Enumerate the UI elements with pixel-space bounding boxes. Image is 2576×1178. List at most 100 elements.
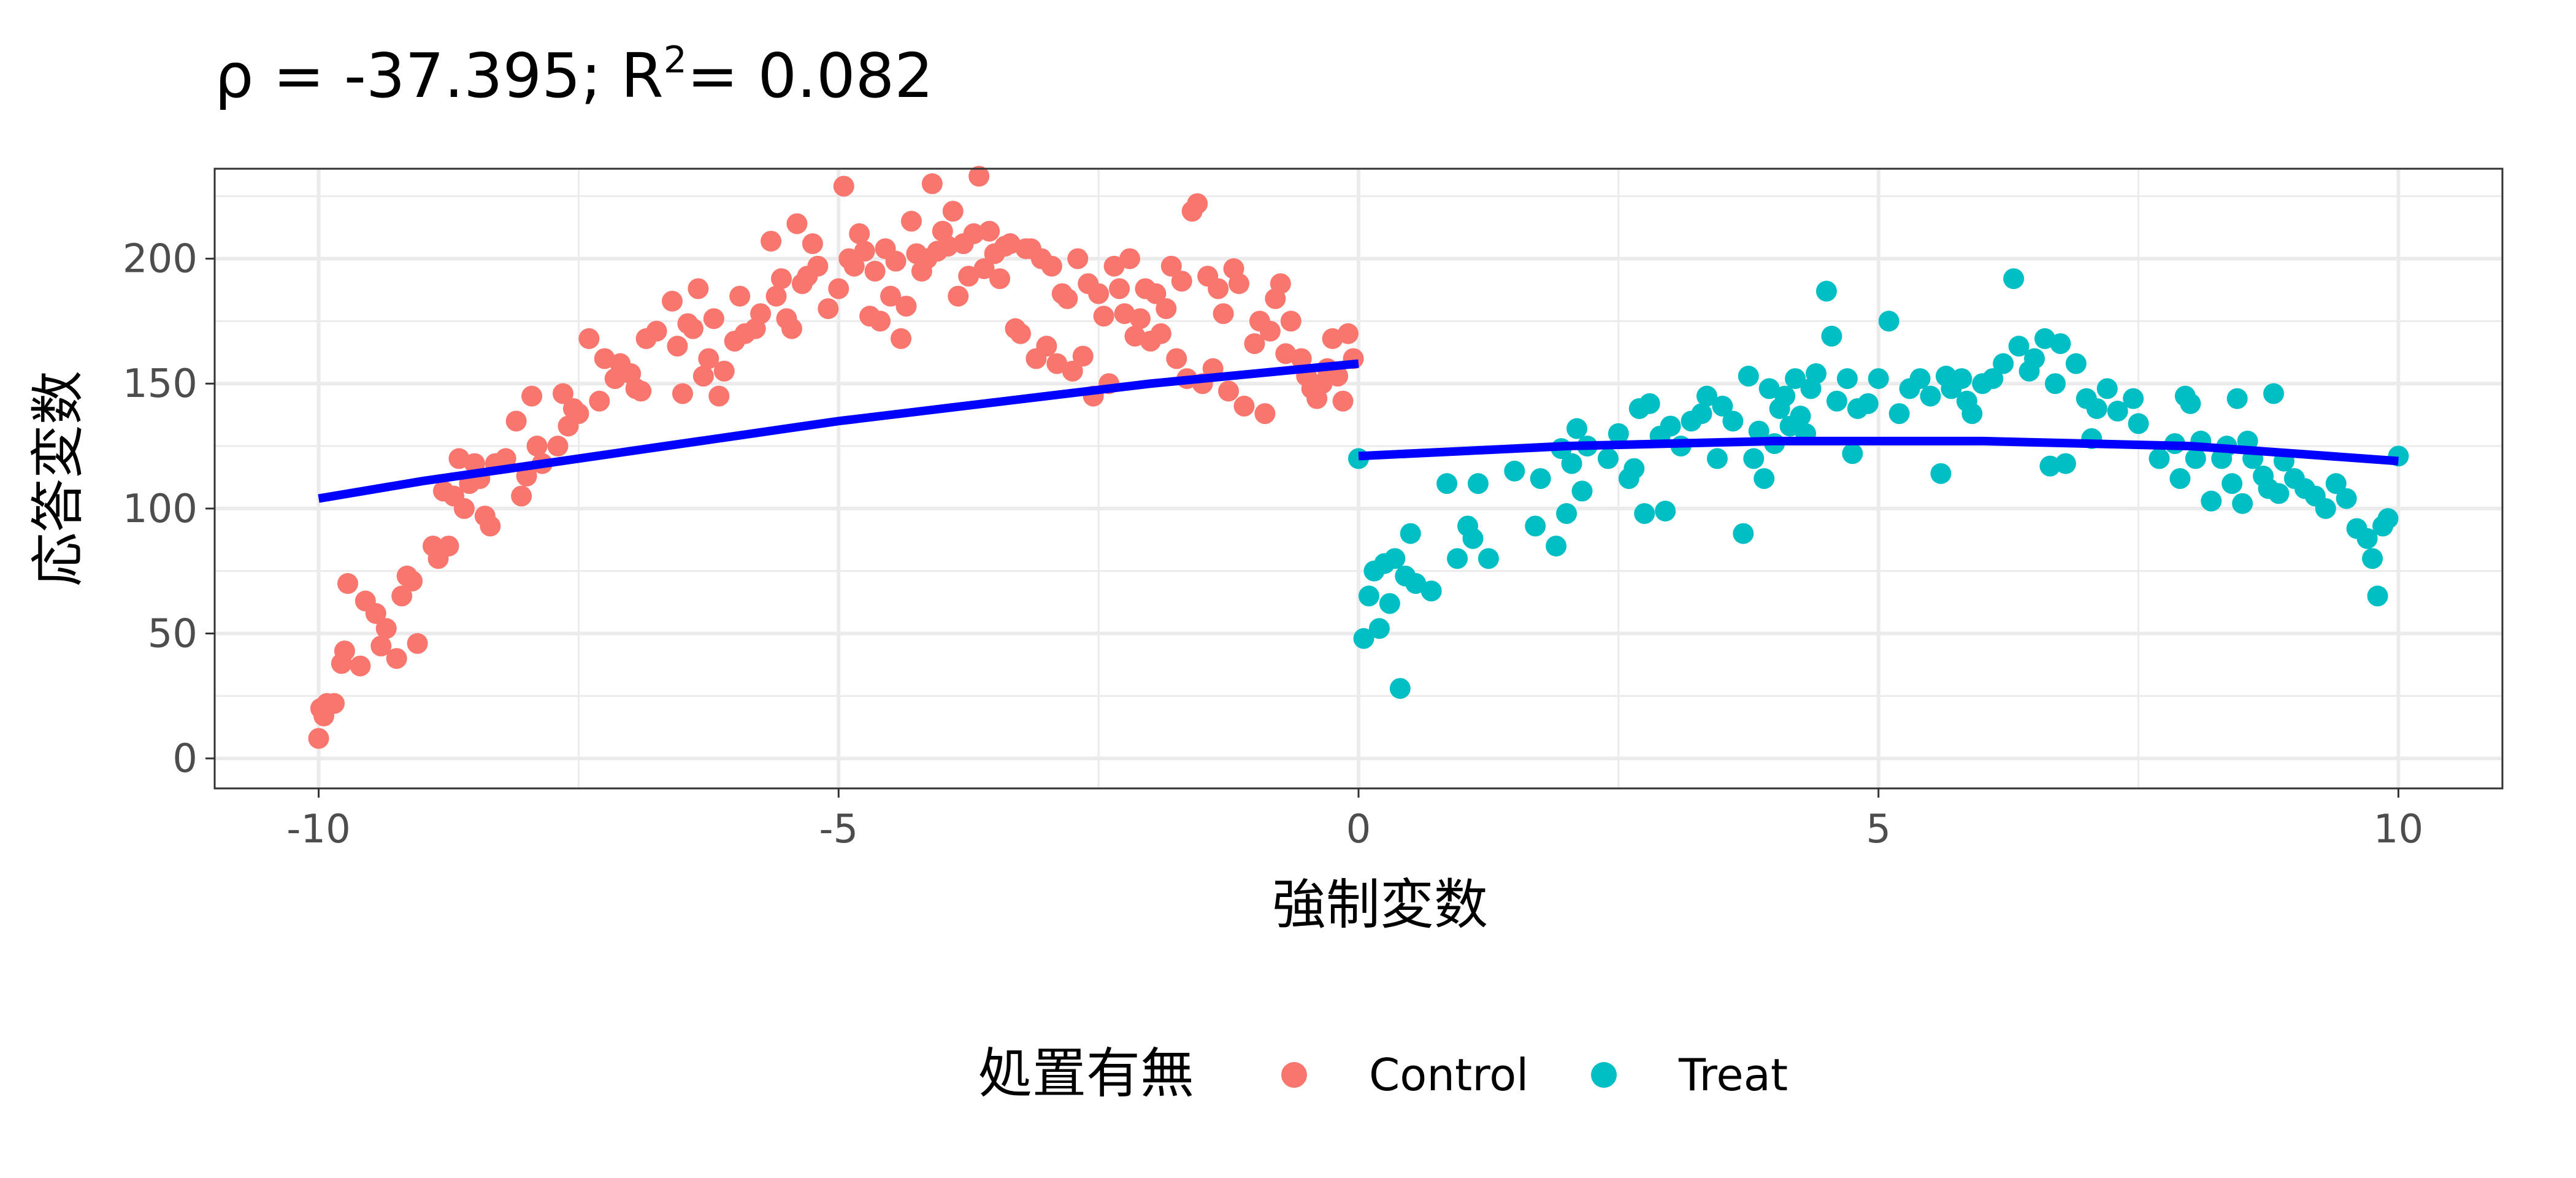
data-point-control (880, 285, 902, 307)
data-point-control (1259, 320, 1281, 342)
y-tick-label: 150 (123, 361, 197, 407)
data-point-control (989, 268, 1011, 290)
data-point-control (1156, 298, 1177, 320)
data-point-treat (1571, 480, 1593, 502)
data-point-control (375, 618, 397, 639)
data-point-control (365, 602, 386, 624)
data-point-control (973, 258, 995, 279)
data-point-control (703, 308, 724, 329)
data-point-control (802, 233, 823, 255)
data-point-control (854, 241, 875, 262)
data-point-treat (1525, 515, 1546, 537)
data-point-control (505, 410, 527, 432)
data-point-treat (1909, 368, 1931, 390)
data-point-control (604, 368, 626, 390)
data-point-treat (1706, 448, 1728, 469)
data-point-control (1093, 306, 1114, 327)
y-tick-label: 100 (123, 487, 197, 532)
data-point-treat (1623, 458, 1645, 479)
data-point-treat (1546, 535, 1567, 556)
data-point-treat (1951, 368, 1972, 390)
data-point-treat (1826, 390, 1847, 412)
data-point-treat (1566, 418, 1588, 439)
data-point-control (547, 436, 569, 457)
data-point-treat (1384, 548, 1406, 569)
x-tick-label: -5 (819, 807, 858, 852)
fit-line-treat (1358, 436, 2399, 466)
data-point-treat (2336, 488, 2357, 509)
data-point-control (698, 348, 719, 369)
data-point-treat (2107, 401, 2128, 422)
data-point-control (646, 320, 667, 342)
data-point-treat (2356, 528, 2378, 549)
data-point-treat (1530, 468, 1551, 489)
data-point-treat (1368, 618, 1390, 639)
data-point-control (323, 693, 345, 714)
data-point-control (521, 385, 543, 407)
data-point-control (526, 436, 548, 457)
data-point-control (1046, 353, 1068, 374)
data-point-control (552, 383, 573, 404)
data-point-treat (2149, 448, 2170, 469)
data-point-control (958, 266, 979, 287)
data-point-treat (1836, 368, 1858, 390)
data-point-control (1114, 303, 1135, 325)
data-point-control (791, 273, 813, 294)
y-tick-label: 0 (172, 736, 197, 782)
data-point-treat (2362, 548, 2383, 569)
data-point-treat (1597, 448, 1619, 469)
data-point-control (589, 390, 610, 412)
data-point-treat (1961, 403, 1983, 425)
data-point-control (480, 515, 501, 537)
data-point-control (1213, 303, 1234, 325)
data-point-treat (2086, 398, 2107, 419)
data-point-treat (2367, 585, 2388, 607)
data-point-control (407, 633, 428, 654)
data-point-control (1229, 273, 1250, 294)
y-tick-label: 200 (123, 237, 197, 282)
data-point-treat (1660, 415, 1681, 437)
data-point-control (370, 635, 392, 656)
data-point-control (1171, 271, 1192, 292)
data-point-treat (1888, 403, 1910, 425)
data-point-control (1010, 323, 1031, 344)
data-point-treat (1930, 463, 1952, 484)
data-point-control (968, 166, 990, 187)
data-point-treat (2039, 455, 2061, 477)
data-point-control (870, 310, 891, 332)
data-point-control (1150, 323, 1171, 344)
data-point-treat (1556, 503, 1577, 525)
legend-key-treat (1591, 1062, 1617, 1088)
data-point-control (781, 318, 802, 339)
chart-title: ρ = -37.395; R2= 0.082 (215, 39, 933, 112)
data-point-control (495, 448, 516, 469)
data-point-control (1166, 348, 1187, 369)
data-point-treat (1358, 585, 1379, 607)
data-point-control (1233, 395, 1255, 417)
data-point-control (453, 498, 475, 519)
data-point-treat (1868, 368, 1889, 390)
title-superscript: 2 (664, 39, 687, 82)
data-point-treat (1504, 460, 1525, 482)
data-point-treat (1758, 378, 1780, 399)
data-point-treat (1748, 420, 1769, 442)
data-point-control (308, 728, 329, 749)
data-point-control (1057, 288, 1078, 309)
data-point-treat (1754, 468, 1775, 489)
title-suffix: = 0.082 (687, 40, 933, 112)
data-point-treat (2180, 393, 2201, 414)
data-point-control (1072, 345, 1094, 367)
data-point-control (891, 328, 911, 349)
data-point-treat (1696, 385, 1717, 407)
data-point-control (1109, 278, 1130, 299)
data-point-control (1270, 273, 1291, 294)
data-point-control (594, 348, 615, 369)
x-axis-title: 強制変数 (1272, 873, 1488, 936)
data-point-control (895, 295, 917, 317)
data-point-control (864, 260, 886, 282)
data-point-control (625, 378, 646, 399)
data-point-control (1025, 348, 1047, 369)
data-point-treat (1920, 385, 1941, 407)
data-point-control (1327, 366, 1349, 387)
